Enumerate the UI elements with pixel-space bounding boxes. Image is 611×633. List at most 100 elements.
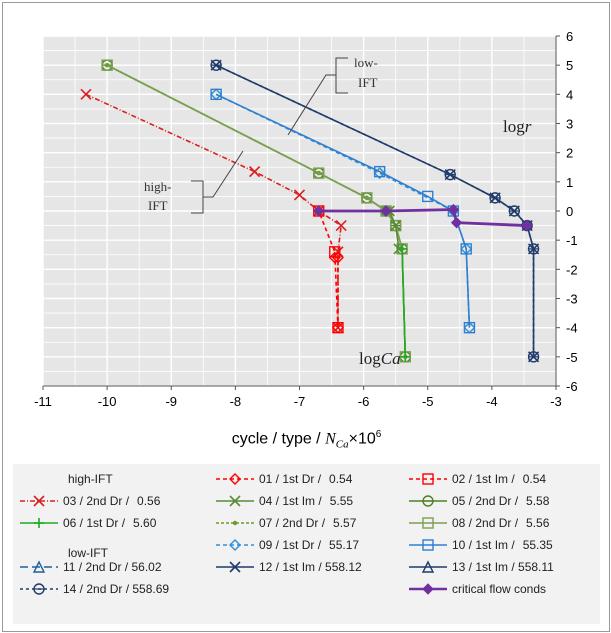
legend-value: 5.60 [133, 516, 157, 530]
y-tick-label: 6 [566, 29, 573, 44]
data-point [463, 321, 476, 334]
data-point [210, 59, 222, 71]
legend-heading-high-ift: high-IFT [68, 472, 113, 486]
legend-item-13: 13 / 1st Im / 558.11 [408, 556, 554, 578]
legend-value: 5.56 [526, 516, 550, 530]
grid [42, 35, 557, 387]
legend-swatch [216, 539, 254, 551]
legend-marker [33, 495, 45, 507]
legend-label: 07 / 2nd Dr / [259, 516, 326, 530]
legend-value: 5.55 [329, 494, 354, 508]
legend-value: 55.35 [522, 538, 553, 552]
data-point [397, 243, 408, 254]
y-tick-label: -5 [566, 350, 578, 365]
legend-swatch [20, 518, 58, 528]
legend-swatch [20, 583, 58, 595]
legend-swatch [20, 560, 58, 573]
series-line [215, 93, 471, 328]
data-point [335, 220, 347, 232]
annotation-high-ift-line1: high- [144, 179, 171, 194]
data-point [527, 351, 540, 363]
annotation-high-ift-bracket [191, 150, 244, 214]
legend-value: 55.17 [329, 538, 360, 552]
data-point [80, 88, 92, 100]
legend-swatch [409, 583, 447, 595]
legend-swatch [409, 539, 447, 551]
data-point [101, 59, 113, 71]
legend-swatch [409, 473, 447, 485]
annotation-low-ift-bracket [287, 57, 348, 136]
legend-item-8: 08 / 2nd Dr / 5.56 [408, 512, 549, 534]
data-point [444, 168, 456, 181]
legend-marker [421, 560, 435, 573]
data-point [293, 189, 306, 201]
data-point [527, 243, 540, 255]
legend-label: 13 / 1st Im / 558.11 [452, 560, 554, 574]
y-tick-label: -4 [566, 321, 578, 336]
legend-swatch [216, 473, 254, 485]
legend-label: 08 / 2nd Dr / [452, 516, 519, 530]
data-point [380, 205, 392, 217]
x-tick-label: -3 [550, 394, 562, 409]
legend-swatch [409, 560, 447, 573]
data-point [373, 165, 386, 178]
legend-label: 05 / 2nd Dr / [452, 494, 519, 508]
legend-swatch [409, 517, 447, 529]
legend-marker [422, 517, 434, 529]
legend-item-7: 07 / 2nd Dr / 5.57 [215, 512, 356, 534]
data-point [329, 246, 341, 258]
x-tick-label: -7 [294, 394, 306, 409]
y-tick-label: 0 [566, 204, 573, 219]
legend-label: 12 / 1st Im / 558.12 [259, 560, 362, 574]
data-point [210, 88, 222, 101]
series-14 [210, 59, 540, 363]
legend-value: 5.58 [526, 494, 550, 508]
x-tick-label: -6 [358, 394, 370, 409]
legend-marker [422, 539, 434, 551]
legend-label: 14 / 2nd Dr / 558.69 [63, 582, 170, 596]
legend-label: critical flow conds [452, 582, 547, 596]
data-point [460, 243, 472, 255]
legend-item-14: 14 / 2nd Dr / 558.69 [19, 578, 169, 600]
legend-item-11: 11 / 2nd Dr / 56.02 [19, 556, 162, 578]
data-point [313, 205, 325, 217]
y-tick-label: 2 [566, 146, 573, 161]
data-point [332, 321, 344, 334]
legend-marker [232, 520, 238, 526]
axes: -11 -10 -9 -8 -7 -6 -5 -4 -3 6 5 4 3 2 1 0 -1 -2 -3 -4 -5 -6 [34, 29, 577, 409]
y-tick-label: 5 [566, 58, 573, 73]
data-point [361, 192, 373, 204]
x-tick-label: -5 [422, 394, 434, 409]
annotation-high-ift-line2: IFT [148, 198, 168, 213]
legend-marker [32, 560, 46, 573]
legend-value: 5.57 [333, 516, 357, 530]
data-point [390, 220, 402, 232]
legend-item-12: 12 / 1st Im / 558.12 [215, 556, 362, 578]
y-tick-label: 1 [566, 175, 573, 190]
series-line [401, 248, 407, 357]
legend-marker [33, 583, 45, 595]
series-line [317, 210, 339, 328]
legend-label: 11 / 2nd Dr / 56.02 [63, 560, 162, 574]
data-point [313, 167, 325, 179]
annotations: low- IFT high- IFT logr logCa [144, 55, 532, 368]
y-tick-label: -2 [566, 262, 578, 277]
x-tick-label: -8 [230, 394, 242, 409]
legend-label: 06 / 1st Dr / [63, 516, 126, 530]
series-6 [397, 243, 411, 362]
data-point [508, 205, 521, 217]
legend-value: 0.54 [329, 472, 353, 486]
data-point [521, 219, 533, 232]
legend-item-5: 05 / 2nd Dr / 5.58 [408, 490, 549, 512]
y-tick-label: -6 [566, 379, 578, 394]
legend-label: 01 / 1st Dr / [259, 472, 322, 486]
data-point [400, 351, 411, 362]
y-tick-label: 4 [566, 87, 573, 102]
legend-label: 10 / 1st Im / [452, 538, 515, 552]
x-axis-label: logCa [359, 349, 401, 368]
data-point [249, 166, 261, 178]
y-tick-label: 3 [566, 117, 573, 132]
legend-marker [229, 539, 241, 551]
data-point [447, 203, 460, 216]
